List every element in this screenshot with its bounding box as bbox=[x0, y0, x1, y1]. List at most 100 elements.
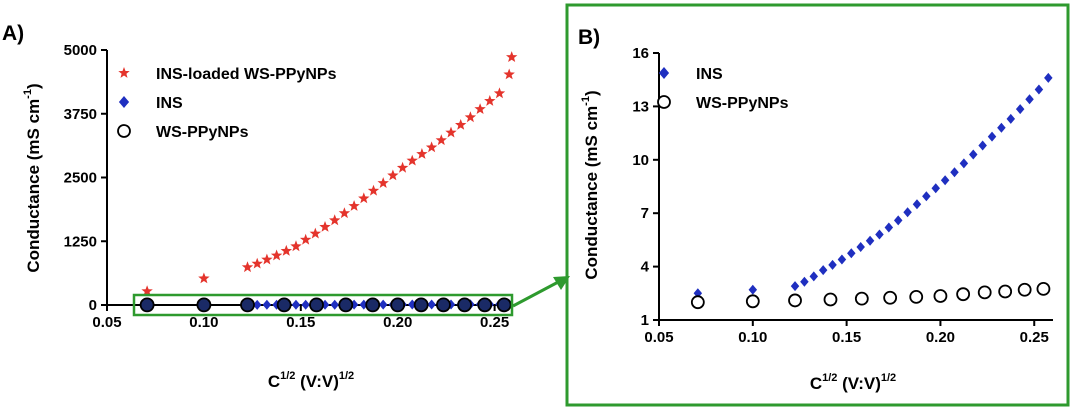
legend-marker bbox=[118, 67, 130, 78]
data-point-diamond bbox=[1015, 104, 1025, 115]
data-point-circle bbox=[390, 297, 406, 313]
y-tick-label: 2500 bbox=[64, 170, 97, 187]
data-point-circle bbox=[823, 292, 838, 307]
data-point-diamond bbox=[1034, 84, 1044, 95]
data-point-circle bbox=[745, 294, 760, 309]
data-point-circle bbox=[496, 297, 512, 313]
data-point-diamond bbox=[884, 222, 894, 233]
data-point-star bbox=[338, 207, 351, 219]
data-point-star bbox=[367, 184, 380, 196]
data-point-diamond bbox=[301, 299, 310, 310]
data-point-diamond bbox=[427, 299, 436, 310]
data-point-star bbox=[484, 95, 496, 106]
data-point-circle bbox=[1036, 281, 1051, 296]
legend-label: WS-PPyNPs bbox=[696, 95, 789, 112]
data-point-star bbox=[377, 177, 389, 188]
data-point-diamond bbox=[875, 229, 884, 240]
x-tick-label: 0.15 bbox=[832, 329, 861, 346]
legend-marker bbox=[657, 95, 671, 109]
data-point-circle bbox=[309, 297, 324, 313]
legend-label: INS-loaded WS-PPyNPs bbox=[156, 66, 337, 83]
data-point-circle bbox=[854, 291, 869, 306]
y-tick-label: 1 bbox=[641, 312, 649, 329]
data-point-diamond bbox=[809, 271, 819, 282]
data-point-diamond bbox=[987, 131, 997, 142]
data-point-diamond bbox=[997, 122, 1006, 133]
x-tick-label: 0.05 bbox=[644, 329, 673, 346]
y-tick-label: 5000 bbox=[64, 42, 97, 59]
data-point-diamond bbox=[1044, 72, 1053, 83]
data-point-diamond bbox=[978, 140, 987, 151]
data-point-star bbox=[506, 51, 518, 62]
data-point-circle bbox=[365, 297, 381, 313]
data-point-diamond bbox=[903, 207, 912, 218]
data-point-star bbox=[503, 68, 515, 80]
data-point-star bbox=[251, 257, 263, 269]
data-point-star bbox=[198, 272, 210, 284]
data-point-circle bbox=[883, 290, 898, 305]
x-tick-label: 0.20 bbox=[926, 329, 955, 346]
x-tick-label: 0.10 bbox=[189, 314, 218, 331]
y-tick-label: 13 bbox=[632, 98, 649, 115]
data-point-diamond bbox=[969, 149, 978, 160]
data-point-diamond bbox=[847, 248, 856, 259]
panel-b-label: B) bbox=[578, 26, 600, 49]
x-tick-label: 0.25 bbox=[480, 314, 509, 331]
panel-a-y-axis-label: Conductance (mS cm-1) bbox=[22, 83, 43, 272]
data-point-star bbox=[406, 154, 418, 166]
data-point-star bbox=[387, 169, 399, 181]
data-point-star bbox=[425, 141, 438, 153]
panel-a-x-axis-label: C1/2 (V:V)1/2 bbox=[268, 370, 354, 391]
data-point-circle bbox=[276, 297, 292, 313]
panel-a-label: A) bbox=[2, 22, 24, 45]
x-tick-label: 0.25 bbox=[1020, 329, 1049, 346]
panel-b-x-axis-label: C1/2 (V:V)1/2 bbox=[810, 372, 896, 393]
data-point-diamond bbox=[1025, 94, 1034, 105]
data-point-diamond bbox=[748, 284, 758, 295]
zoom-arrow bbox=[512, 276, 570, 308]
data-point-diamond bbox=[959, 158, 969, 169]
y-tick-label: 4 bbox=[641, 259, 650, 276]
data-point-circle bbox=[477, 297, 493, 313]
x-tick-label: 0.10 bbox=[738, 329, 767, 346]
data-point-star bbox=[270, 249, 283, 261]
data-point-diamond bbox=[893, 215, 903, 226]
panel-b-legend: INS WS-PPyNPs bbox=[657, 66, 789, 112]
data-point-circle bbox=[690, 295, 705, 310]
data-point-circle bbox=[457, 297, 472, 313]
data-point-circle bbox=[788, 293, 802, 308]
data-point-diamond bbox=[291, 299, 301, 310]
data-point-diamond bbox=[1006, 113, 1016, 124]
legend-label: INS bbox=[696, 66, 723, 83]
data-point-star bbox=[309, 227, 322, 239]
x-tick-label: 0.15 bbox=[286, 314, 315, 331]
data-point-star bbox=[299, 233, 312, 245]
legend-label: WS-PPyNPs bbox=[156, 124, 249, 141]
data-point-star bbox=[280, 244, 292, 256]
data-point-circle bbox=[196, 297, 212, 313]
data-point-star bbox=[319, 221, 331, 232]
data-point-star bbox=[241, 261, 254, 273]
y-tick-label: 1250 bbox=[64, 233, 97, 250]
x-tick-label: 0.05 bbox=[92, 314, 121, 331]
y-tick-label: 0 bbox=[89, 297, 97, 314]
panel-a-axes: 0.05 0.10 0.15 0.20 0.25 0 1250 2500 3750 5000 bbox=[64, 42, 514, 331]
data-point-circle bbox=[139, 297, 155, 313]
legend-marker bbox=[118, 96, 130, 108]
legend-marker bbox=[658, 67, 670, 79]
panel-b-chart: B) 0.05 0.10 0.15 0.20 0.25 1 4 7 10 13 16 INS WS-P… bbox=[565, 3, 1070, 407]
data-point-star bbox=[141, 285, 153, 297]
data-point-diamond bbox=[931, 183, 940, 194]
data-point-diamond bbox=[856, 242, 865, 253]
data-point-circle bbox=[977, 285, 992, 300]
data-point-diamond bbox=[922, 191, 931, 202]
data-point-diamond bbox=[940, 175, 950, 186]
panel-a-marks bbox=[139, 51, 518, 313]
y-tick-label: 7 bbox=[641, 205, 649, 222]
panel-b-y-axis-label: Conductance (mS cm-1) bbox=[580, 90, 601, 279]
data-point-star bbox=[261, 253, 273, 265]
data-point-diamond bbox=[818, 265, 828, 276]
data-point-diamond bbox=[378, 299, 388, 310]
data-point-diamond bbox=[790, 281, 800, 292]
